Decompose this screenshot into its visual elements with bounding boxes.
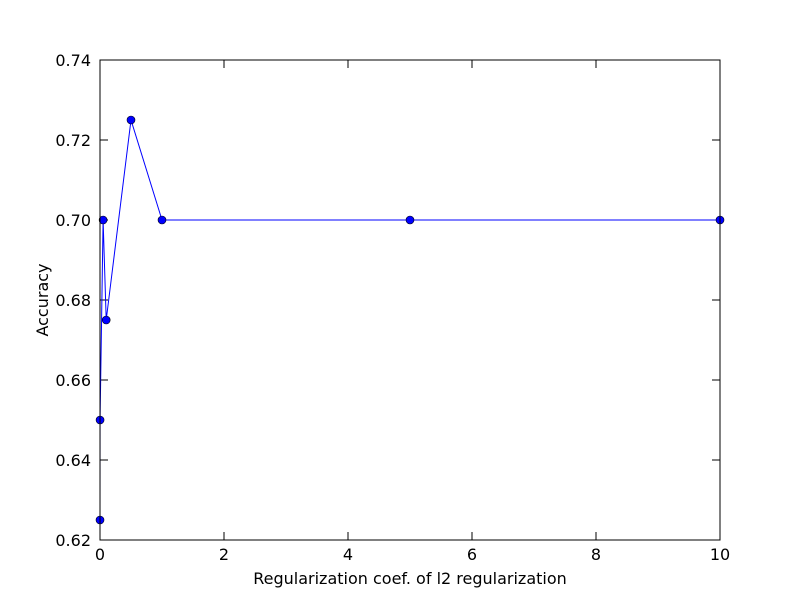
x-tick-label: 6 [467, 545, 477, 564]
y-tick-label: 0.68 [55, 291, 91, 310]
data-point [126, 115, 136, 125]
y-tick-label: 0.70 [55, 211, 91, 230]
series-layer [95, 115, 725, 525]
data-point [157, 215, 167, 225]
data-point [405, 215, 415, 225]
x-tick-label: 8 [591, 545, 601, 564]
data-point [98, 215, 108, 225]
ticks-layer: 0 2 4 6 8 10 0.62 0.64 0.66 0.68 0.70 0.72 0.74 [55, 51, 730, 564]
x-tick-label: 4 [343, 545, 353, 564]
x-tick-label: 2 [219, 545, 229, 564]
x-tick-label: 0 [95, 545, 105, 564]
y-tick-label: 0.74 [55, 51, 91, 70]
x-axis-label: Regularization coef. of l2 regularizatio… [253, 569, 567, 588]
y-axis-label: Accuracy [33, 263, 52, 336]
plot-area-frame [99, 59, 721, 541]
series-line [99, 119, 720, 521]
y-tick-label: 0.62 [55, 531, 91, 550]
data-point [101, 315, 111, 325]
y-tick-label: 0.66 [55, 371, 91, 390]
y-tick-label: 0.64 [55, 451, 91, 470]
x-tick-label: 10 [710, 545, 730, 564]
y-tick-label: 0.72 [55, 131, 91, 150]
